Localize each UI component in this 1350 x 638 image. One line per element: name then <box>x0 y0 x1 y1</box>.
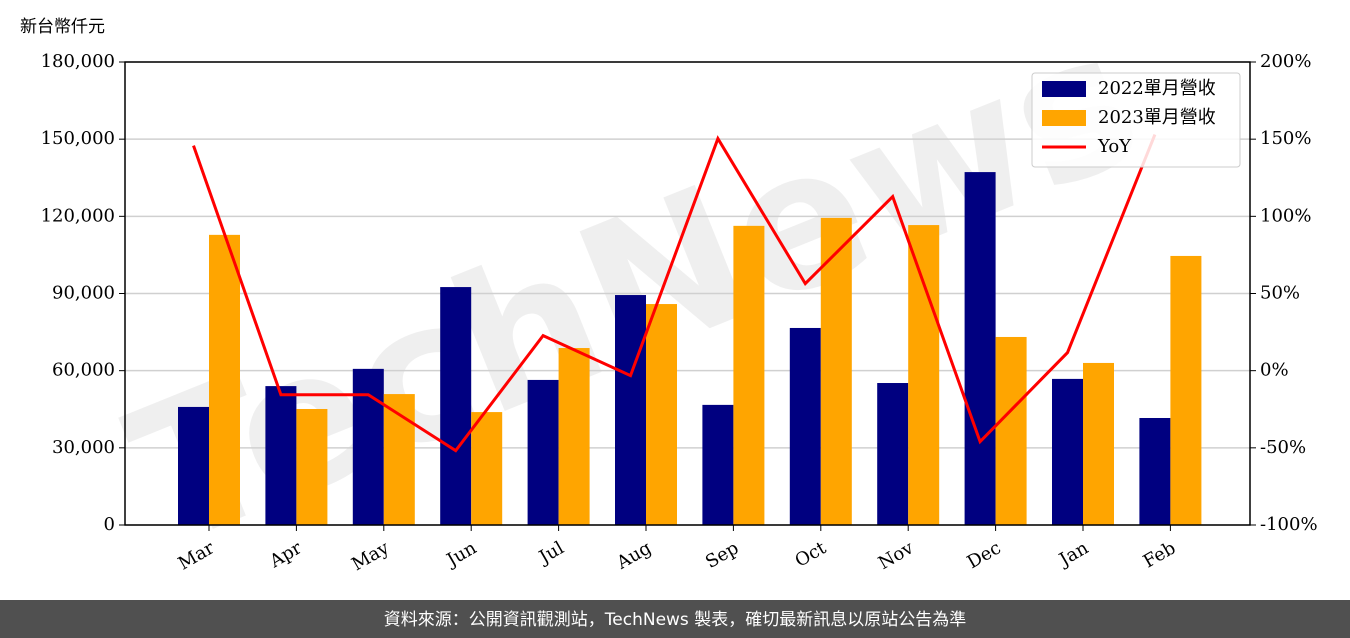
x-tick-label: Dec <box>964 537 1005 573</box>
x-tick-label: Feb <box>1140 537 1180 572</box>
y2-tick-label: 0% <box>1260 360 1289 381</box>
x-tick-label: Oct <box>792 537 831 572</box>
y-tick-label: 0 <box>104 514 115 535</box>
y2-tick-label: 100% <box>1260 205 1311 226</box>
bar <box>1052 378 1083 525</box>
x-tick-label: Aug <box>612 537 655 574</box>
y2-tick-label: -50% <box>1260 437 1306 458</box>
bar <box>995 336 1027 525</box>
bar <box>646 304 677 525</box>
legend-swatch <box>1042 110 1086 126</box>
y-tick-label: 30,000 <box>52 437 115 458</box>
bar <box>820 217 852 526</box>
y2-tick-label: 150% <box>1260 128 1311 149</box>
bar <box>1139 417 1171 525</box>
bar <box>733 225 765 525</box>
y-tick-label: 150,000 <box>41 128 115 149</box>
bar <box>702 404 734 525</box>
yoy-line <box>192 133 1157 453</box>
bar <box>964 172 996 525</box>
y-tick-label: 180,000 <box>41 51 115 72</box>
legend-label: 2023單月營收 <box>1098 107 1216 128</box>
y-tick-label: 90,000 <box>52 283 115 304</box>
y2-tick-label: -100% <box>1260 514 1318 535</box>
x-tick-label: Jul <box>534 537 568 569</box>
y-axis-label: 新台幣仟元 <box>20 17 105 37</box>
x-tick-label: Sep <box>702 537 742 572</box>
source-note: 資料來源：公開資訊觀測站，TechNews 製表，確切最新訊息以原站公告為準 <box>384 610 966 630</box>
plot-frame <box>124 61 1251 526</box>
bar <box>615 295 646 525</box>
bar <box>558 348 590 525</box>
legend-label: YoY <box>1097 136 1132 157</box>
bar <box>178 406 209 525</box>
bar <box>1170 255 1202 525</box>
bar <box>352 368 384 525</box>
bar <box>1083 362 1114 525</box>
bar <box>209 234 240 525</box>
bar <box>877 383 909 525</box>
bar <box>440 287 472 525</box>
x-tick-label: Jun <box>442 537 481 572</box>
bar <box>296 408 328 525</box>
y2-tick-label: 50% <box>1260 283 1300 304</box>
y-tick-label: 120,000 <box>41 205 115 226</box>
x-tick-label: Nov <box>875 537 918 574</box>
bar <box>789 327 821 525</box>
y-tick-label: 60,000 <box>52 360 115 381</box>
y2-tick-label: 200% <box>1260 51 1311 72</box>
bar <box>908 225 940 525</box>
x-tick-label: Jan <box>1054 537 1092 571</box>
legend-swatch <box>1042 81 1086 97</box>
bar <box>265 386 297 525</box>
bar <box>527 379 559 525</box>
bar <box>471 412 503 525</box>
x-tick-label: May <box>348 537 393 575</box>
footer-bar <box>0 600 1350 638</box>
legend-label: 2022單月營收 <box>1098 78 1216 99</box>
